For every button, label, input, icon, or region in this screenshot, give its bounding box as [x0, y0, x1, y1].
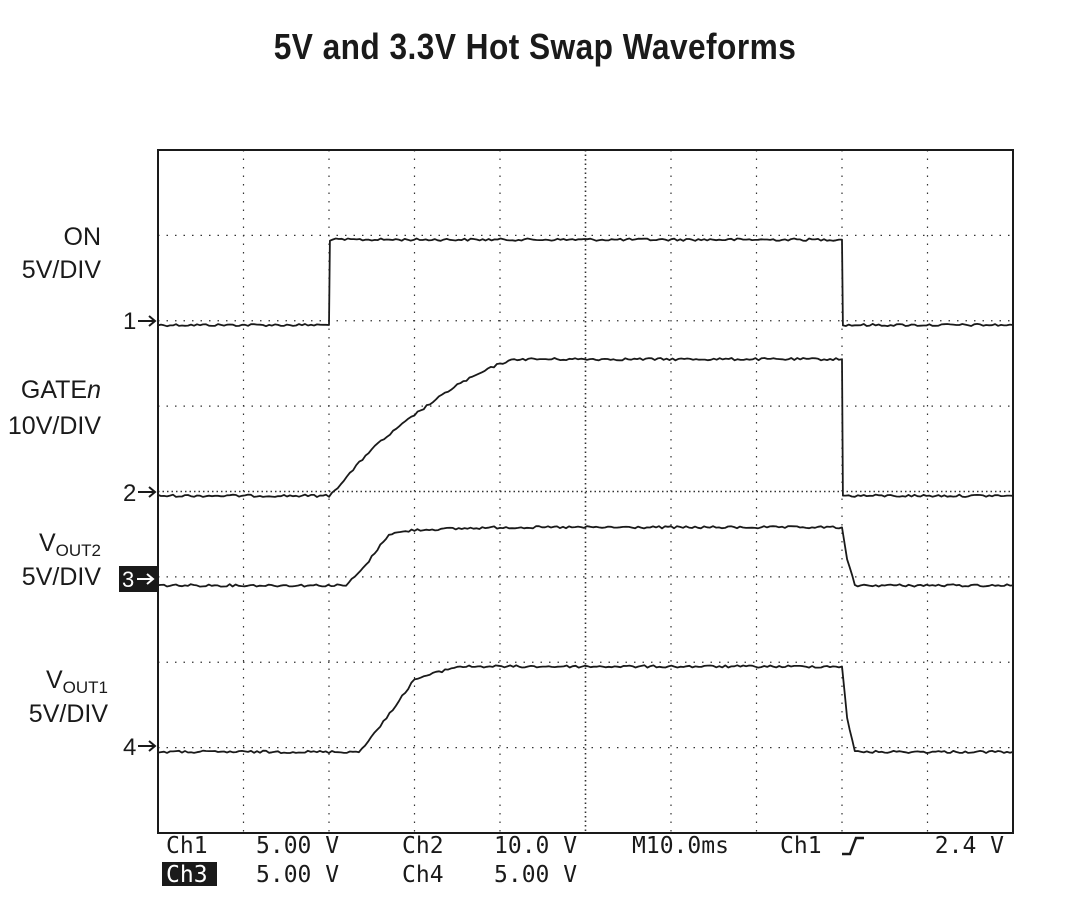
label-vout2: VOUT2 [39, 529, 101, 560]
readout-trigger-level: 2.4 V [935, 833, 1004, 859]
readout-trigger-source: Ch1 [780, 833, 822, 859]
marker-3: 3 [119, 566, 157, 592]
label-vout1-scale: 5V/DIV [29, 700, 109, 728]
label-vout2-name: V [39, 529, 56, 557]
traces [157, 237, 1014, 754]
marker-1: 1 [123, 308, 157, 335]
arrow-right-icon [137, 573, 155, 585]
readout-ch3-scale: 5.00 V [256, 862, 339, 888]
readout-ch1-scale: 5.00 V [256, 833, 339, 859]
marker-4: 4 [123, 734, 157, 761]
arrow-right-icon [138, 486, 157, 498]
label-vout1-name: V [46, 666, 63, 694]
readout-ch4-scale: 5.00 V [494, 862, 577, 888]
label-gate-scale: 10V/DIV [8, 412, 101, 440]
ch3-highlight [162, 862, 217, 886]
trace-on [157, 237, 1014, 328]
plot-frame [157, 149, 1014, 834]
readout-ch2: Ch2 [402, 833, 444, 859]
readout-timebase: M10.0ms [632, 833, 729, 859]
marker-2-text: 2 [123, 480, 136, 507]
grid [158, 150, 1013, 833]
marker-2: 2 [123, 480, 157, 507]
readout-ch4: Ch4 [402, 862, 444, 888]
marker-1-text: 1 [123, 308, 136, 335]
trace-gaten [157, 357, 1014, 498]
readout-ch3: Ch3 [166, 862, 208, 888]
label-gate: GATEn [21, 376, 101, 404]
chart-title: 5V and 3.3V Hot Swap Waveforms [273, 26, 797, 67]
trace-vout1 [157, 664, 1014, 754]
rising-edge-icon [842, 836, 864, 856]
readout-ch2-scale: 10.0 V [494, 833, 577, 859]
label-vout1: VOUT1 [46, 666, 108, 697]
trace-vout2 [157, 525, 1014, 588]
label-vout2-sub: OUT2 [56, 541, 101, 560]
readout-ch1: Ch1 [166, 833, 208, 859]
arrow-right-icon [138, 740, 157, 752]
label-vout1-sub: OUT1 [63, 678, 108, 697]
arrow-right-icon [138, 315, 157, 327]
label-on-scale: 5V/DIV [22, 256, 102, 284]
label-on: ON [64, 223, 102, 251]
label-vout2-scale: 5V/DIV [22, 563, 102, 591]
label-gate-name: GATE [21, 376, 87, 404]
marker-3-text: 3 [122, 567, 134, 592]
label-gate-suffix: n [87, 376, 101, 404]
marker-4-text: 4 [123, 734, 136, 761]
